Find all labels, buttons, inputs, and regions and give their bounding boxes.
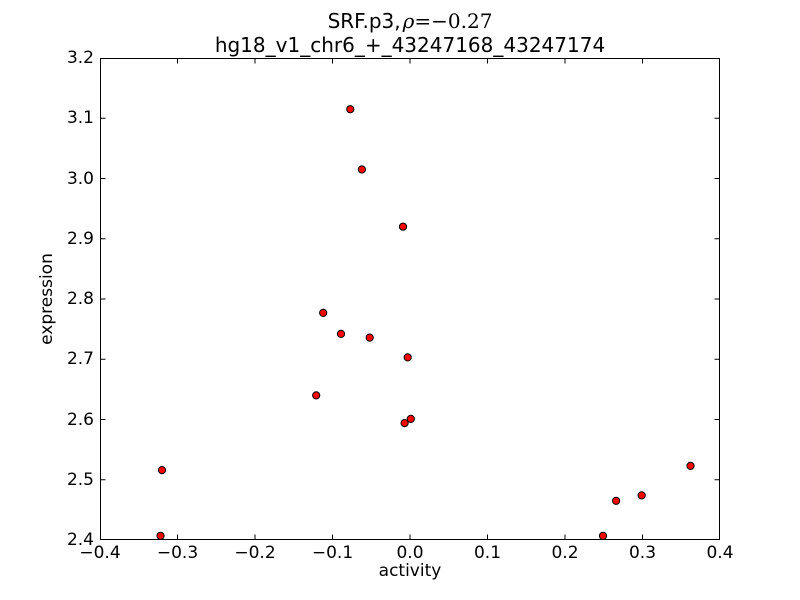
x-tick-label: 0.4	[706, 543, 734, 563]
data-point	[156, 531, 165, 540]
y-tick-label: 3.0	[66, 168, 94, 189]
x-tick-label: −0.3	[156, 543, 199, 563]
data-point	[312, 391, 321, 400]
data-point	[365, 333, 374, 342]
title-text: SRF.p3,	[327, 9, 401, 33]
data-point	[637, 491, 646, 500]
x-tick-label: 0.3	[628, 543, 657, 563]
chart-subtitle: hg18_v1_chr6_+_43247168_43247174	[214, 33, 606, 57]
y-tick-label: 2.4	[66, 530, 94, 550]
rho-value: =−0.27	[414, 9, 493, 33]
y-tick-label: 2.5	[66, 469, 94, 490]
data-point	[346, 105, 355, 114]
x-tick-label: −0.2	[234, 543, 276, 563]
data-point	[398, 222, 408, 231]
data-point	[319, 308, 328, 317]
data-point	[357, 165, 366, 174]
data-point	[403, 353, 412, 362]
x-axis-label: activity	[378, 561, 442, 581]
data-point	[598, 531, 608, 540]
y-tick-label: 3.1	[66, 108, 94, 129]
x-tick-label: −0.1	[311, 543, 354, 563]
plot-area	[100, 58, 720, 540]
y-tick-label: 2.9	[66, 228, 94, 249]
y-tick-label: 3.2	[66, 48, 94, 68]
y-tick-label: 2.6	[66, 409, 94, 430]
data-point	[157, 466, 167, 475]
x-tick-label: 0.2	[551, 543, 579, 563]
rho-symbol: ρ	[402, 9, 415, 33]
y-tick-label: 2.7	[66, 349, 94, 370]
chart-title-line1: SRF.p3, ρ=−0.27	[100, 9, 720, 33]
x-tick-label: 0.0	[396, 543, 424, 563]
data-point	[686, 461, 695, 470]
x-tick-label: −0.4	[79, 543, 121, 563]
data-point	[400, 419, 409, 428]
plot-canvas	[100, 58, 720, 540]
data-point	[612, 496, 621, 505]
x-tick-label: 0.1	[473, 543, 502, 563]
data-point	[406, 414, 415, 423]
y-tick-label: 2.8	[66, 289, 94, 309]
data-point	[336, 329, 346, 338]
axes-frame	[100, 58, 720, 540]
chart-title: SRF.p3, ρ=−0.27 hg18_v1_chr6_+_43247168_4…	[100, 9, 720, 57]
